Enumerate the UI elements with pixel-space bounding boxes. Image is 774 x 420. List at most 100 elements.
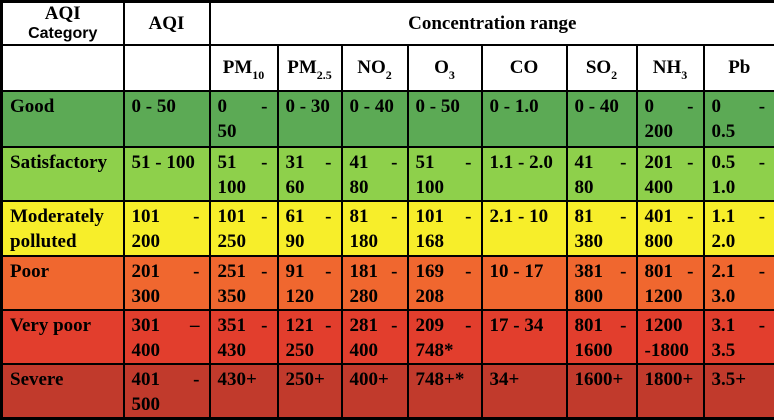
aqi-range-cell: 51 - 100: [124, 147, 210, 201]
value-cell: 400+: [342, 364, 408, 419]
cell-line: 430: [218, 338, 268, 363]
empty-header-cell: [2, 45, 124, 91]
cell-token: 1.1: [712, 204, 736, 229]
cell-token: 209: [416, 313, 445, 338]
cell-line: 2.1 - 10: [490, 204, 557, 229]
cell-token: -: [465, 150, 471, 175]
aqi-category-header: AQI Category: [2, 2, 124, 46]
cell-line: 120: [286, 284, 332, 309]
value-cell: 0 - 40: [567, 91, 637, 147]
value-cell: 41-80: [342, 147, 408, 201]
cell-token: -: [620, 313, 626, 338]
value-cell: 61-90: [278, 201, 342, 256]
cell-token: 121: [286, 313, 315, 338]
cell-line: 200: [645, 119, 694, 144]
value-cell: 0-50: [210, 91, 278, 147]
pollutant-header-nh3: NH3: [637, 45, 704, 91]
pollutant-header-no2: NO2: [342, 45, 408, 91]
aqi-category-header-line2: Category: [5, 24, 121, 43]
cell-line: 101-: [132, 204, 200, 229]
value-cell: 3.5+: [704, 364, 774, 419]
cell-token: -: [325, 313, 331, 338]
cell-token: –: [190, 313, 200, 338]
empty-header-cell: [124, 45, 210, 91]
value-cell: 2.1-3.0: [704, 256, 774, 310]
pollutant-label: PM: [287, 57, 317, 78]
cell-token: -: [325, 259, 331, 284]
value-cell: 381-800: [567, 256, 637, 310]
cell-token: -: [465, 313, 471, 338]
pollutant-header-o3: O3: [408, 45, 482, 91]
cell-line: 90: [286, 229, 332, 254]
cell-line: 60: [286, 175, 332, 200]
cell-line: 3.0: [712, 284, 766, 309]
cell-token: 41: [575, 150, 594, 175]
cell-line: Good: [10, 94, 114, 119]
cell-line: 0 - 50: [132, 94, 200, 119]
pollutant-subscript: 3: [449, 68, 455, 82]
cell-token: -: [759, 313, 765, 338]
cell-token: 181: [350, 259, 379, 284]
aqi-header: AQI: [124, 2, 210, 46]
cell-line: 748+*: [416, 367, 472, 392]
cell-line: 3.1-: [712, 313, 766, 338]
cell-token: 91: [286, 259, 305, 284]
cell-line: Satisfactory: [10, 150, 114, 175]
cell-line: 41-: [350, 150, 398, 175]
pollutant-label: PM: [223, 57, 253, 78]
cell-token: -: [261, 94, 267, 119]
pollutant-label: Pb: [728, 57, 750, 78]
cell-line: 3.5+: [712, 367, 766, 392]
table-header: AQI Category AQI Concentration range PM1…: [2, 2, 774, 92]
cell-line: 3.5: [712, 338, 766, 363]
cell-line: 500: [132, 392, 200, 417]
cell-token: 3.1: [712, 313, 736, 338]
value-cell: 0.5-1.0: [704, 147, 774, 201]
value-cell: 0 - 50: [408, 91, 482, 147]
cell-line: 301–: [132, 313, 200, 338]
cell-line: 181-: [350, 259, 398, 284]
cell-token: 51: [416, 150, 435, 175]
pollutant-subscript: 10: [252, 68, 264, 82]
cell-line: 101-: [416, 204, 472, 229]
cell-line: 51-: [218, 150, 268, 175]
cell-token: -: [465, 259, 471, 284]
cell-token: 31: [286, 150, 305, 175]
cell-line: 1.0: [712, 175, 766, 200]
value-cell: 1800+: [637, 364, 704, 419]
cell-line: 800: [575, 284, 627, 309]
pollutant-label: CO: [510, 57, 539, 78]
header-row-2: PM10 PM2.5 NO2 O3 CO SO2 NH3 Pb: [2, 45, 774, 91]
cell-line: 200: [132, 229, 200, 254]
value-cell: 81-180: [342, 201, 408, 256]
cell-token: -: [687, 94, 693, 119]
value-cell: 101-168: [408, 201, 482, 256]
pollutant-header-so2: SO2: [567, 45, 637, 91]
cell-token: -: [193, 204, 199, 229]
cell-line: 101-: [218, 204, 268, 229]
cell-line: 0-: [712, 94, 766, 119]
pollutant-label: NH: [653, 57, 682, 78]
cell-token: 0: [218, 94, 228, 119]
cell-token: 81: [575, 204, 594, 229]
cell-line: 81-: [575, 204, 627, 229]
value-cell: 1600+: [567, 364, 637, 419]
cell-line: 251-: [218, 259, 268, 284]
cell-line: 1200: [645, 313, 694, 338]
cell-line: 80: [575, 175, 627, 200]
cell-line: 381-: [575, 259, 627, 284]
value-cell: 351-430: [210, 310, 278, 364]
cell-line: 91-: [286, 259, 332, 284]
cell-token: -: [759, 94, 765, 119]
value-cell: 121-250: [278, 310, 342, 364]
cell-line: 2.1-: [712, 259, 766, 284]
cell-token: 51: [218, 150, 237, 175]
cell-token: 251: [218, 259, 247, 284]
cell-line: 400+: [350, 367, 398, 392]
cell-line: 34+: [490, 367, 557, 392]
